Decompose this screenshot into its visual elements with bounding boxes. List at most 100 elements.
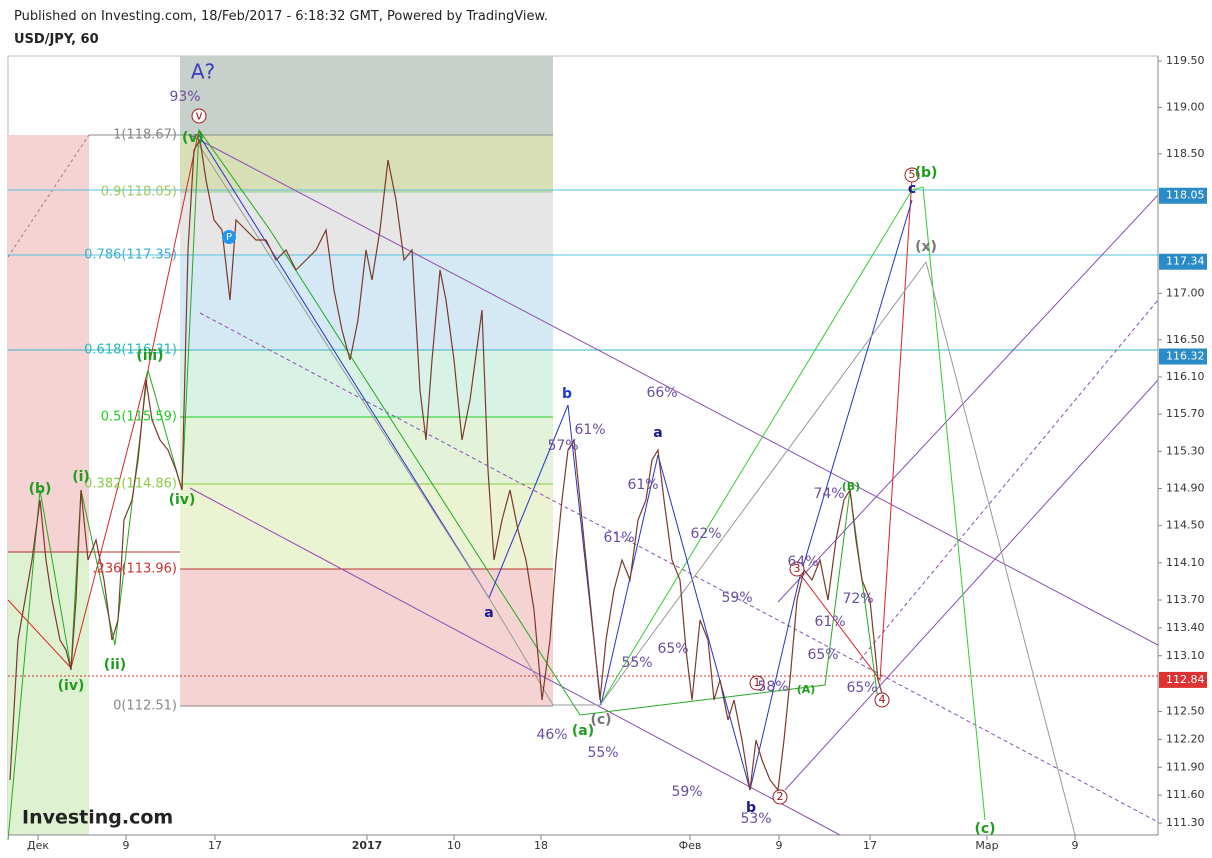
annotation: 61% xyxy=(814,614,845,630)
fib-labels: 1(118.67) 0.9(118.05) 0.786(117.35) 0.618(1… xyxy=(84,128,177,714)
fib-zones xyxy=(89,56,553,707)
x-tick-label: Дек xyxy=(27,839,49,852)
annotation: 5 xyxy=(909,168,916,181)
annotation: (A) xyxy=(797,683,816,696)
annotation: 55% xyxy=(621,655,652,671)
annotation: 72% xyxy=(842,591,873,607)
x-tick-label: 9 xyxy=(1072,839,1079,852)
annotation: 57% xyxy=(547,438,578,454)
annotation: (x) xyxy=(915,239,937,255)
annotation: 65% xyxy=(846,680,877,696)
annotation: A? xyxy=(191,60,215,84)
annotation: 46% xyxy=(536,727,567,743)
fib-label: 0.9(118.05) xyxy=(101,185,177,200)
y-tick-label: 113.40 xyxy=(1166,621,1205,634)
logo: Investing.com xyxy=(22,807,173,829)
wave-marker xyxy=(749,675,765,691)
y-tick-label: 111.30 xyxy=(1166,816,1205,829)
annotation: (B) xyxy=(842,480,860,493)
zone xyxy=(8,135,89,552)
annotation: b xyxy=(562,386,572,402)
annotation: 62% xyxy=(690,526,721,542)
y-tick-label: 112.50 xyxy=(1166,705,1205,718)
y-tick-label: 115.30 xyxy=(1166,444,1205,457)
annotation: 55% xyxy=(587,745,618,761)
annotation: 65% xyxy=(657,641,688,657)
annotation: 58% xyxy=(757,679,788,695)
y-tick-label: 114.90 xyxy=(1166,481,1205,494)
annotation: 61% xyxy=(574,422,605,438)
y-tick-label: 114.10 xyxy=(1166,556,1205,569)
annotation: (a) xyxy=(572,723,594,739)
annotation: 61% xyxy=(603,530,634,546)
y-tick-label: 112.20 xyxy=(1166,732,1205,745)
annotation: (iii) xyxy=(136,348,163,364)
fib-label: 0.786(117.35) xyxy=(84,248,177,263)
annotation: 65% xyxy=(807,647,838,663)
annotation: v xyxy=(195,109,202,123)
price-tag xyxy=(1159,253,1207,270)
y-tick-label: 116.50 xyxy=(1166,333,1205,346)
x-tick-label: 10 xyxy=(447,839,461,852)
fib-label: 0(112.51) xyxy=(113,699,177,714)
annotation: (b) xyxy=(915,165,938,181)
y-tick-label: 119.00 xyxy=(1166,100,1205,113)
fib-label: 0.5(115.59) xyxy=(101,410,177,425)
fib-label: 0.618(116.31) xyxy=(84,343,177,358)
price-tag-label: 118.05 xyxy=(1166,189,1205,202)
pivot-marker xyxy=(222,230,236,244)
y-tick-label: 113.70 xyxy=(1166,593,1205,606)
fib-label: 1(118.67) xyxy=(113,128,177,143)
fib-label: .236(113.96) xyxy=(92,562,177,577)
time-axis: Дек 9 17 2017 10 18 Фев 9 17 Мар 9 xyxy=(8,834,1158,852)
annotation: 74% xyxy=(813,486,844,502)
price-tag-label: 116.32 xyxy=(1166,350,1205,363)
wave-marker xyxy=(191,108,207,124)
annotation: 3 xyxy=(794,562,801,575)
y-tick-label: 119.50 xyxy=(1166,54,1205,67)
trend-line xyxy=(7,134,90,258)
annotation: 2 xyxy=(777,790,784,803)
x-tick-label: 9 xyxy=(776,839,783,852)
x-tick-label: 2017 xyxy=(352,839,383,852)
annotation: (i) xyxy=(72,469,90,485)
annotation: 59% xyxy=(671,784,702,800)
y-tick-label: 116.10 xyxy=(1166,370,1205,383)
y-tick-label: 115.70 xyxy=(1166,407,1205,420)
y-tick-label: 111.60 xyxy=(1166,788,1205,801)
annotation: 64% xyxy=(787,554,818,570)
price-tag xyxy=(1159,671,1207,688)
y-tick-label: 111.90 xyxy=(1166,760,1205,773)
symbol: USD/JPY, 60 xyxy=(14,32,99,47)
annotation: (iv) xyxy=(169,492,196,508)
price-tag xyxy=(1159,348,1207,365)
y-tick-label: 118.50 xyxy=(1166,147,1205,160)
x-tick-label: 9 xyxy=(123,839,130,852)
annotation: (iv) xyxy=(58,678,85,694)
x-tick-label: 17 xyxy=(208,839,222,852)
x-tick-label: 17 xyxy=(863,839,877,852)
wave-marker xyxy=(874,692,890,708)
annotation: a xyxy=(653,425,662,441)
x-tick-label: Мар xyxy=(975,839,998,852)
annotation: c xyxy=(908,181,916,197)
annotation: b xyxy=(746,800,756,816)
wave-marker xyxy=(904,167,920,183)
price-tag-label: 117.34 xyxy=(1166,255,1205,268)
price-tag xyxy=(1159,187,1207,204)
price-axis: 119.50 119.00 118.50 117.00 116.50 116.10 115.… xyxy=(1157,54,1207,835)
annotation: (c) xyxy=(590,712,611,728)
annotation: (b) xyxy=(29,481,52,497)
annotation: (ii) xyxy=(104,657,126,673)
y-tick-label: 113.10 xyxy=(1166,649,1205,662)
annotation: 59% xyxy=(721,590,752,606)
y-tick-label: 117.00 xyxy=(1166,286,1205,299)
annotation: 93% xyxy=(169,89,200,105)
x-tick-label: Фев xyxy=(679,839,702,852)
annotation: 4 xyxy=(879,693,886,706)
wave-marker xyxy=(789,561,805,577)
price-tag-label: 112.84 xyxy=(1166,673,1205,686)
annotation: 53% xyxy=(740,811,771,827)
annotation: P xyxy=(226,232,232,243)
